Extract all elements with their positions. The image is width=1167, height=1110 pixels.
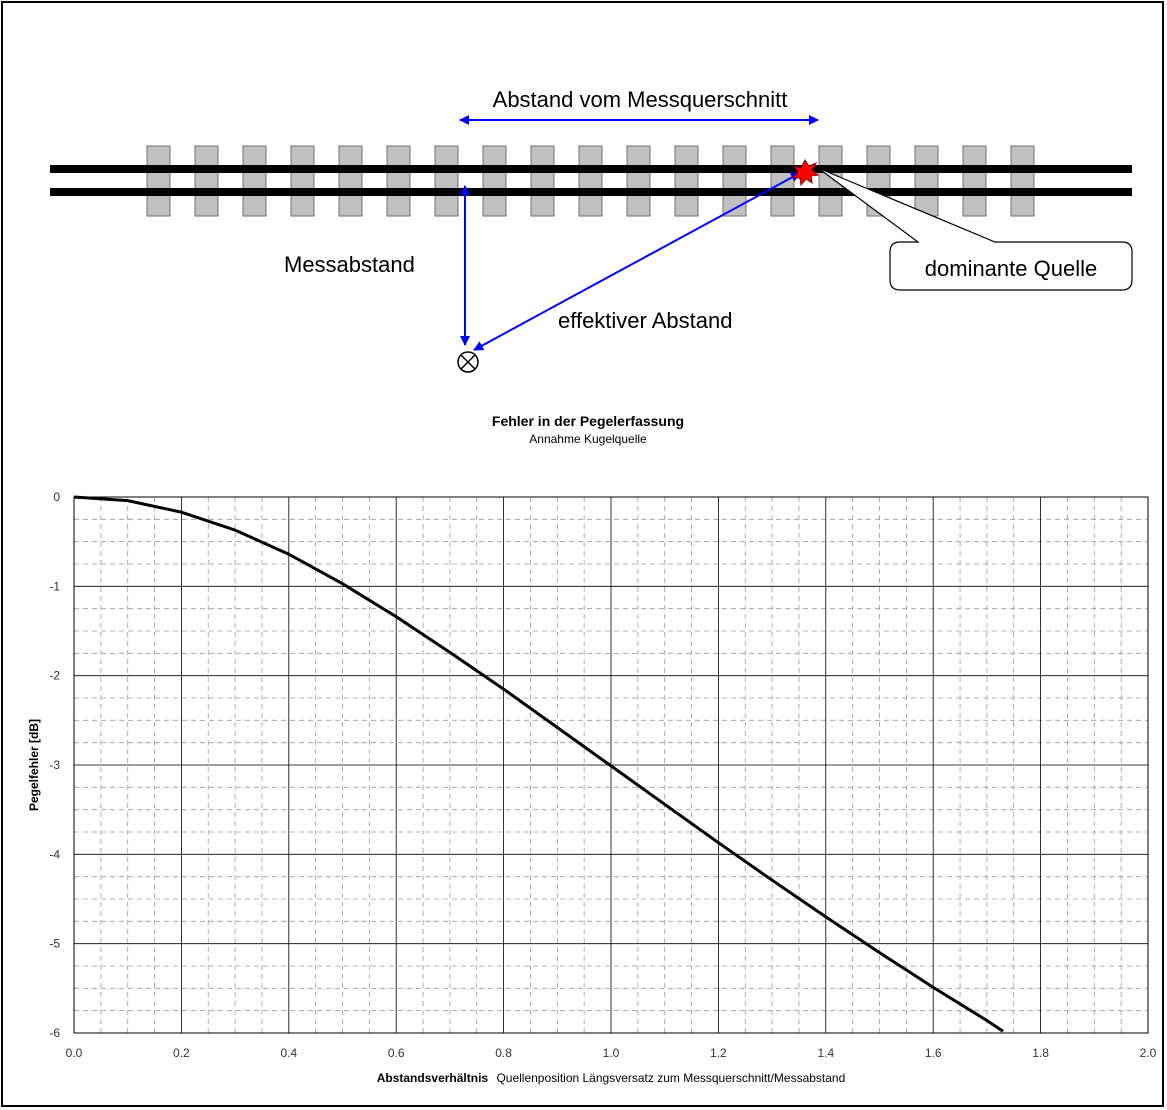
chart-subtitle: Annahme Kugelquelle [529,432,647,446]
chart-grid [74,497,1148,1033]
x-tick-label: 1.8 [1032,1046,1049,1060]
sleeper [386,145,411,217]
sleeper [482,145,507,217]
x-tick-label: 1.0 [603,1046,620,1060]
x-axis-label-bold: Abstandsverhältnis [377,1071,489,1085]
y-axis-label: Pegelfehler [dB] [27,719,41,811]
sleeper [146,145,171,217]
y-tick-label: -1 [49,579,60,593]
chart-title: Fehler in der Pegelerfassung [492,413,684,429]
callout-bubble [817,167,1133,291]
x-tick-label: 0.0 [66,1046,83,1060]
sleeper [338,145,363,217]
x-tick-label: 0.8 [495,1046,512,1060]
plot-area-border [73,496,1149,1034]
y-tick-label: -2 [49,669,60,683]
rail-top [50,165,1132,173]
sleeper [770,145,795,217]
sleeper [722,145,747,217]
y-tick-label: -4 [49,847,60,861]
x-tick-label: 0.4 [280,1046,297,1060]
y-tick-label: -3 [49,758,60,772]
x-tick-label: 1.2 [710,1046,727,1060]
sleeper [1010,145,1035,217]
measurement-point-icon [457,351,479,373]
x-axis-label-rest: Quellenposition Längsversatz zum Messque… [496,1071,845,1085]
sleeper [578,145,603,217]
label-dominante-quelle: dominante Quelle [925,256,1097,281]
label-effektiver-abstand: effektiver Abstand [558,308,733,333]
y-tick-label: -5 [49,937,60,951]
x-tick-label: 0.6 [388,1046,405,1060]
arrow-effektiver-abstand [473,172,801,351]
sleeper [674,145,699,217]
sleeper [626,145,651,217]
y-tick-label: 0 [53,490,60,504]
sleeper [242,145,267,217]
sleeper [434,145,459,217]
x-tick-label: 1.6 [925,1046,942,1060]
sleeper [530,145,555,217]
sleeper [194,145,219,217]
y-tick-labels: 0 -1 -2 -3 -4 -5 -6 [49,490,60,1040]
x-tick-label: 2.0 [1140,1046,1157,1060]
series-line [73,495,1004,1033]
x-tick-labels: 0.0 0.2 0.4 0.6 0.8 1.0 1.2 1.4 1.6 1.8 2.0 [66,1046,1157,1060]
x-axis-label: Abstandsverhältnis Quellenposition Längs… [377,1071,846,1085]
x-tick-label: 1.4 [817,1046,834,1060]
sleeper [962,145,987,217]
label-abstand-messquerschnitt: Abstand vom Messquerschnitt [493,87,788,112]
x-tick-label: 0.2 [173,1046,190,1060]
y-tick-label: -6 [49,1026,60,1040]
source-burst-icon [791,159,820,187]
sleeper [914,145,939,217]
label-messabstand: Messabstand [284,252,415,277]
rail-bottom [50,188,1132,196]
sleeper [290,145,315,217]
